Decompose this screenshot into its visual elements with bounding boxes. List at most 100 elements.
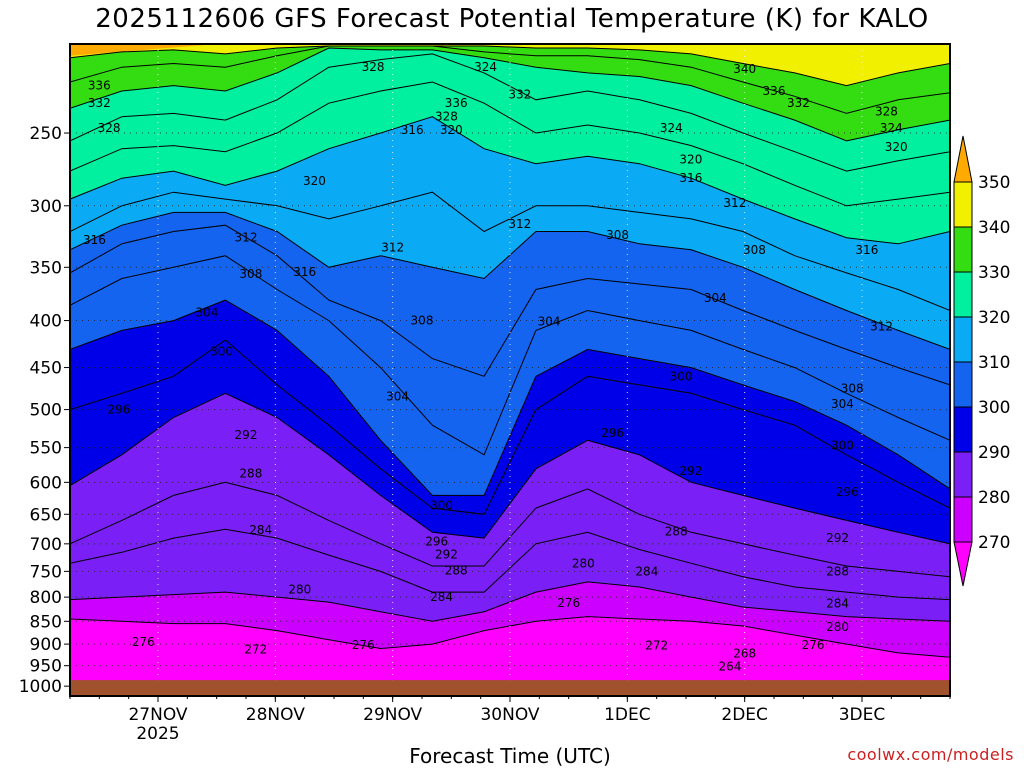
contour-label: 324 (474, 60, 497, 74)
colorbar-swatch (953, 451, 973, 498)
contour-label: 276 (132, 635, 155, 649)
colorbar-max-arrow (953, 135, 973, 183)
contour-label: 304 (538, 315, 561, 329)
y-tick-label: 250 (30, 124, 62, 144)
contour-label: 300 (831, 438, 854, 452)
contour-label: 304 (831, 397, 854, 411)
y-tick-label: 750 (30, 562, 62, 582)
contour-label: 276 (557, 596, 580, 610)
isentrope-line (70, 45, 950, 87)
contour-label: 312 (508, 217, 531, 231)
contour-label: 300 (670, 369, 693, 383)
credit-link[interactable]: coolwx.com/models (847, 745, 1014, 764)
contour-label: 312 (381, 240, 404, 254)
isentrope-line (70, 616, 950, 658)
contour-label: 328 (875, 105, 898, 119)
isentrope-line (70, 45, 950, 114)
contour-label: 332 (787, 96, 810, 110)
contour-label: 336 (763, 84, 786, 98)
x-tick-label: 3DEC (839, 705, 886, 725)
x-tick-label: 1DEC (604, 705, 651, 725)
colorbar-min-arrow (953, 541, 973, 587)
y-tick-label: 600 (30, 473, 62, 493)
y-tick-label: 550 (30, 439, 62, 459)
y-tick-label: 900 (30, 635, 62, 655)
isentrope-line (70, 528, 950, 601)
x-tick-sublabel: 2025 (136, 724, 179, 744)
contour-label: 320 (885, 140, 908, 154)
contour-label: 292 (826, 531, 849, 545)
contour-label: 280 (572, 556, 595, 570)
theta-band-fill (70, 44, 217, 56)
contour-label: 332 (508, 88, 531, 102)
isentrope-line (70, 392, 950, 545)
isentrope-line (70, 299, 950, 496)
contour-label: 316 (83, 233, 106, 247)
contour-label: 284 (635, 564, 658, 578)
contour-label: 308 (239, 267, 262, 281)
colorbar-swatch (953, 226, 973, 273)
y-tick-label: 450 (30, 359, 62, 379)
contour-label: 284 (826, 597, 849, 611)
colorbar-swatch (953, 361, 973, 408)
contour-label: 328 (362, 60, 385, 74)
contour-label: 292 (435, 548, 458, 562)
contour-label: 288 (665, 525, 688, 539)
colorbar-label: 330 (978, 263, 1010, 283)
contour-label: 296 (107, 403, 130, 417)
contour-label: 312 (235, 231, 258, 245)
contour-label: 284 (430, 590, 453, 604)
y-tick-label: 1000 (19, 677, 62, 697)
contour-label: 320 (440, 123, 463, 137)
contour-label: 292 (235, 428, 258, 442)
colorbar: 270 280 290 300 310 320 330 340 350 (953, 135, 1010, 587)
x-tick-label: 29NOV (363, 705, 422, 725)
y-tick-label: 850 (30, 612, 62, 632)
colorbar-swatch (953, 496, 973, 543)
contour-label: 308 (841, 381, 864, 395)
ground-surface (71, 680, 949, 695)
contour-label: 300 (210, 344, 233, 358)
contour-label: 304 (386, 390, 409, 404)
y-tick-label: 700 (30, 535, 62, 555)
contour-label: 328 (435, 110, 458, 124)
contour-label: 288 (239, 467, 262, 481)
contour-label: 328 (98, 121, 121, 135)
y-tick-label: 300 (30, 197, 62, 217)
contour-label: 276 (352, 638, 375, 652)
colorbar-label: 340 (978, 218, 1010, 238)
contour-label: 316 (679, 171, 702, 185)
contour-label: 332 (88, 96, 111, 110)
colorbar-label: 300 (978, 398, 1010, 418)
colorbar-label: 280 (978, 488, 1010, 508)
contour-label: 272 (244, 642, 267, 656)
contour-label: 304 (704, 291, 727, 305)
colorbar-label: 320 (978, 308, 1010, 328)
x-tick-label: 28NOV (246, 705, 305, 725)
y-tick-label: 400 (30, 312, 62, 332)
isentrope-line (70, 116, 950, 245)
colorbar-swatch (953, 406, 973, 453)
contour-label: 280 (288, 583, 311, 597)
contour-label: 340 (733, 62, 756, 76)
contour-label: 280 (826, 620, 849, 634)
colorbar-label: 350 (978, 173, 1010, 193)
isentrope-line (70, 581, 950, 622)
contour-label: 276 (802, 638, 825, 652)
contour-label: 300 (430, 499, 453, 513)
grid-layer (70, 44, 950, 696)
contour-label: 268 (733, 647, 756, 661)
colorbar-label: 270 (978, 533, 1010, 553)
contour-label: 308 (743, 243, 766, 257)
contour-label: 308 (411, 314, 434, 328)
y-tick-label: 950 (30, 657, 62, 677)
y-axis: 250 300 350 400 450 500 550 600 650 700 750 800 850 9… (19, 124, 70, 697)
contour-label: 292 (679, 464, 702, 478)
colorbar-swatch (953, 316, 973, 363)
x-tick-label: 30NOV (480, 705, 539, 725)
contour-label: 296 (601, 426, 624, 440)
chart-title: 2025112606 GFS Forecast Potential Temper… (95, 4, 929, 34)
